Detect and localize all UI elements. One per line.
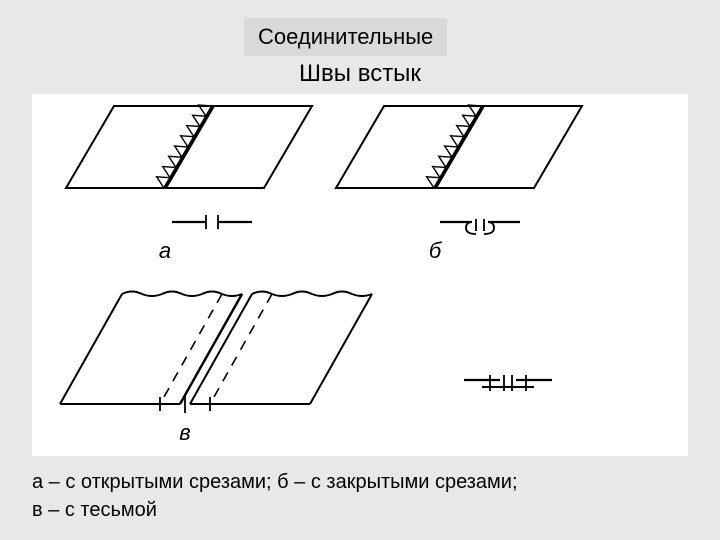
- svg-text:а: а: [159, 238, 171, 263]
- caption-line-1: а – с открытыми срезами; б – с закрытыми…: [32, 471, 518, 493]
- subtitle: Швы встык: [0, 60, 720, 88]
- diagram-panel: а б в: [32, 94, 688, 456]
- svg-text:б: б: [429, 238, 443, 263]
- caption-text: а – с открытыми срезами; б – с закрытыми…: [32, 468, 672, 524]
- caption-line-2: в – с тесьмой: [32, 499, 157, 521]
- svg-text:в: в: [179, 420, 190, 445]
- category-badge: Соединительные: [244, 18, 447, 56]
